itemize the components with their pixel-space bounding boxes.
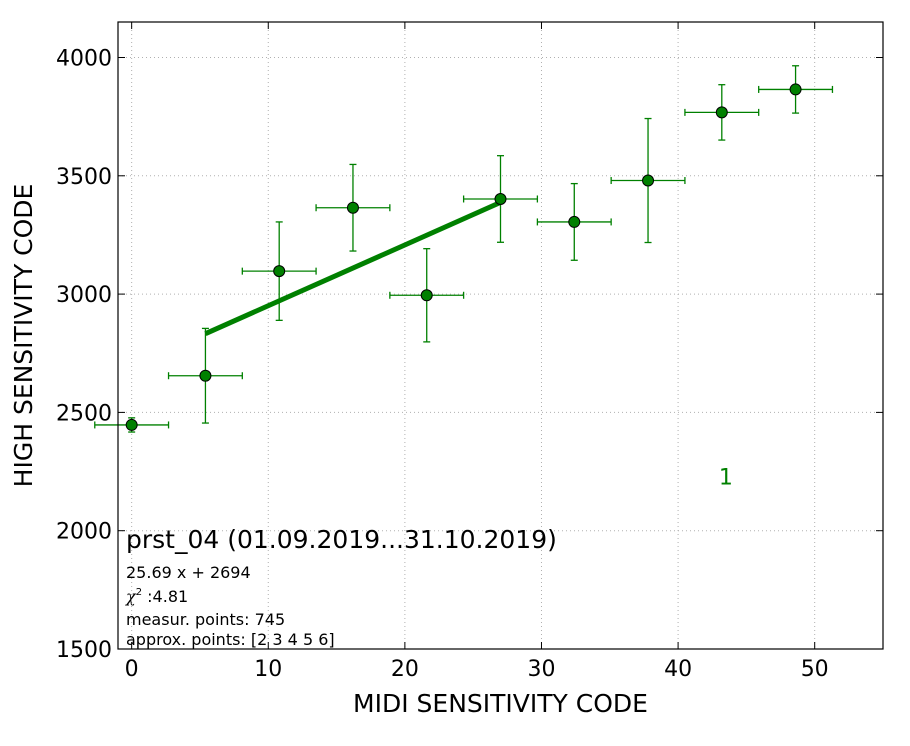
y-tick-label: 3000 bbox=[56, 283, 112, 308]
data-point-group bbox=[610, 117, 686, 244]
data-point bbox=[494, 192, 507, 205]
x-axis-label: MIDI SENSITIVITY CODE bbox=[353, 689, 648, 718]
grid bbox=[118, 22, 883, 650]
x-tick-label: 20 bbox=[391, 657, 419, 682]
x-tick-label: 50 bbox=[801, 657, 829, 682]
axis-ticks: 0 10 20 30 40 50 1500 2000 2500 3000 3500 4000 bbox=[56, 22, 883, 682]
fit-line bbox=[204, 200, 502, 336]
data-point bbox=[346, 201, 359, 214]
data-point-group bbox=[167, 327, 243, 424]
x-tick-label: 40 bbox=[664, 657, 692, 682]
data-point bbox=[125, 418, 138, 431]
annotation-equation: 25.69 x + 2694 bbox=[126, 563, 251, 582]
data-point-group bbox=[536, 182, 612, 261]
chi-value: :4.81 bbox=[142, 587, 188, 606]
chi-symbol: χ bbox=[125, 587, 137, 606]
chi-superscript: 2 bbox=[136, 587, 142, 598]
x-tick-label: 10 bbox=[254, 657, 282, 682]
x-tick-label: 0 bbox=[125, 657, 139, 682]
marker-label: 1 bbox=[719, 465, 733, 490]
data-point bbox=[715, 106, 728, 119]
data-point bbox=[568, 215, 581, 228]
annotation-approx-points: approx. points: [2 3 4 5 6] bbox=[126, 630, 335, 649]
y-tick-label: 1500 bbox=[56, 638, 112, 663]
plot-frame bbox=[117, 21, 884, 650]
data-point bbox=[789, 83, 802, 96]
data-point-group bbox=[315, 163, 391, 252]
annotation-chi: χ2 :4.81 bbox=[125, 587, 188, 606]
annotation-title: prst_04 (01.09.2019...31.10.2019) bbox=[126, 525, 557, 554]
data-point-group bbox=[241, 221, 317, 322]
x-tick-label: 30 bbox=[527, 657, 555, 682]
data-point bbox=[199, 369, 212, 382]
data-point-group bbox=[94, 417, 170, 433]
data-point bbox=[642, 174, 655, 187]
data-point-group bbox=[684, 84, 760, 141]
data-points bbox=[94, 65, 834, 433]
y-tick-label: 2000 bbox=[56, 520, 112, 545]
data-point-group bbox=[462, 155, 539, 243]
data-point bbox=[420, 289, 433, 302]
y-tick-label: 2500 bbox=[56, 401, 112, 426]
annotation-measur-points: measur. points: 745 bbox=[126, 610, 285, 629]
data-point-group bbox=[389, 248, 465, 343]
data-point-group bbox=[758, 65, 834, 114]
y-tick-label: 4000 bbox=[56, 46, 112, 71]
data-point bbox=[273, 265, 286, 278]
y-axis-label: HIGH SENSITIVITY CODE bbox=[9, 184, 38, 488]
fit-line-group bbox=[204, 200, 502, 336]
y-tick-label: 3500 bbox=[56, 165, 112, 190]
